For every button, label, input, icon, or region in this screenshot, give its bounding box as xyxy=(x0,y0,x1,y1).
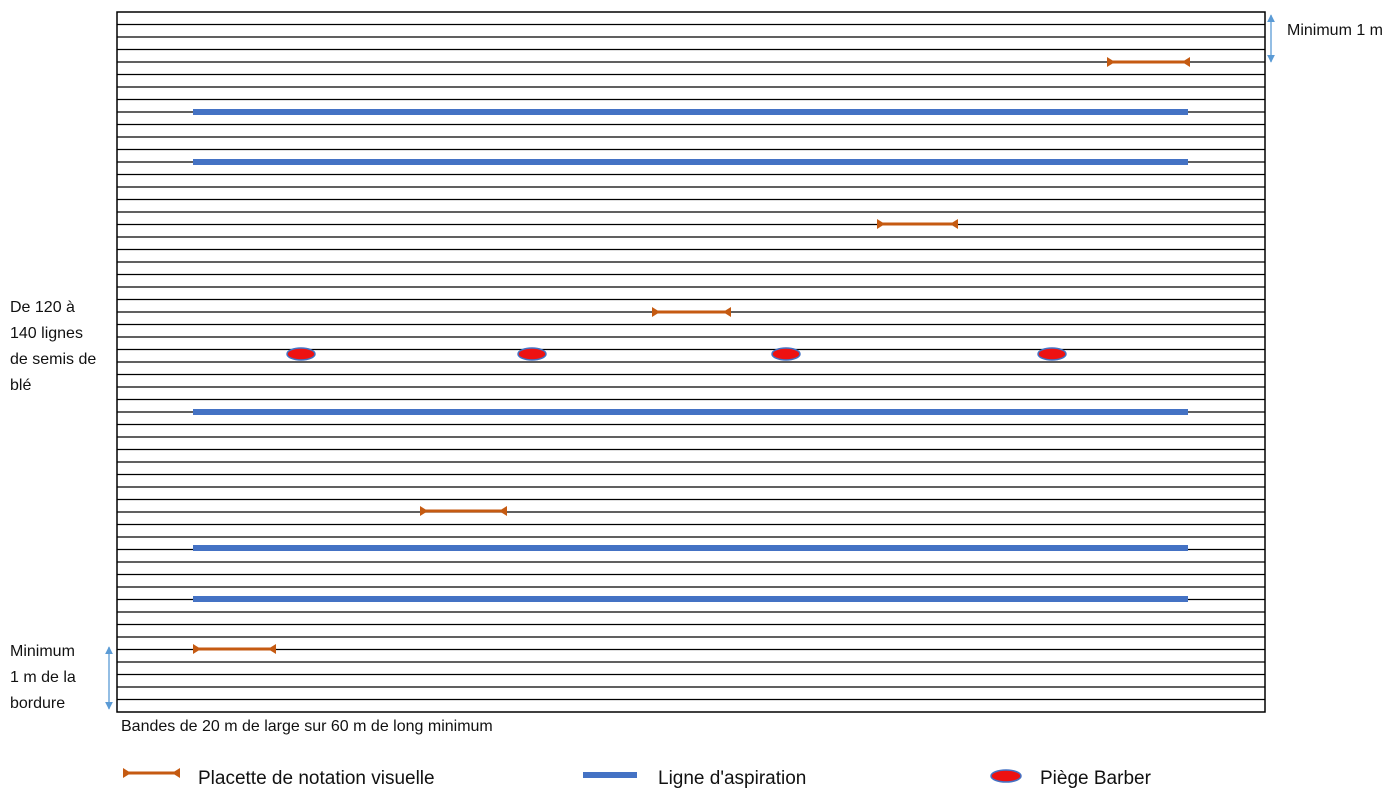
left-label: De 120 à 140 lignes de semis de blé xyxy=(10,299,96,394)
legend-label: Piège Barber xyxy=(1040,768,1152,789)
field-marks xyxy=(193,57,1190,654)
placette-end xyxy=(499,506,507,516)
bottom-left-label: Minimum 1 m de la bordure xyxy=(10,643,76,712)
placette-end xyxy=(950,219,958,229)
placette-end xyxy=(723,307,731,317)
legend-label: Ligne d'aspiration xyxy=(658,768,806,789)
legend: Placette de notation visuelle Ligne d'as… xyxy=(123,768,1152,789)
legend-barber-icon xyxy=(990,769,1022,783)
barber-trap xyxy=(771,347,801,361)
placette-end xyxy=(193,644,201,654)
legend-label: Placette de notation visuelle xyxy=(198,768,435,789)
placette-end xyxy=(172,768,180,778)
bottom-left-label-line: 1 m de la xyxy=(10,669,76,686)
placette-end xyxy=(652,307,660,317)
barber-trap xyxy=(517,347,547,361)
placette-end xyxy=(123,768,131,778)
placette-end xyxy=(1182,57,1190,67)
placette-end xyxy=(877,219,885,229)
aspiration-line xyxy=(193,159,1188,165)
barber-trap xyxy=(286,347,316,361)
field-border xyxy=(116,11,1266,713)
bottom-left-label-line: bordure xyxy=(10,695,65,712)
placette-end xyxy=(268,644,276,654)
bottom-left-label-line: Minimum xyxy=(10,643,75,660)
placette-end xyxy=(420,506,428,516)
left-label-line: De 120 à xyxy=(10,299,75,316)
aspiration-line xyxy=(193,109,1188,115)
legend-aspiration-icon xyxy=(583,772,637,778)
left-label-line: blé xyxy=(10,377,31,394)
top-right-label: Minimum 1 m xyxy=(1287,22,1383,39)
caption: Bandes de 20 m de large sur 60 m de long… xyxy=(121,718,493,735)
aspiration-line xyxy=(193,409,1188,415)
left-label-line: 140 lignes xyxy=(10,325,83,342)
barber-trap xyxy=(1037,347,1067,361)
aspiration-line xyxy=(193,545,1188,551)
left-label-line: de semis de xyxy=(10,351,96,368)
legend-placette-icon xyxy=(123,768,180,778)
aspiration-line xyxy=(193,596,1188,602)
placette-end xyxy=(1107,57,1115,67)
